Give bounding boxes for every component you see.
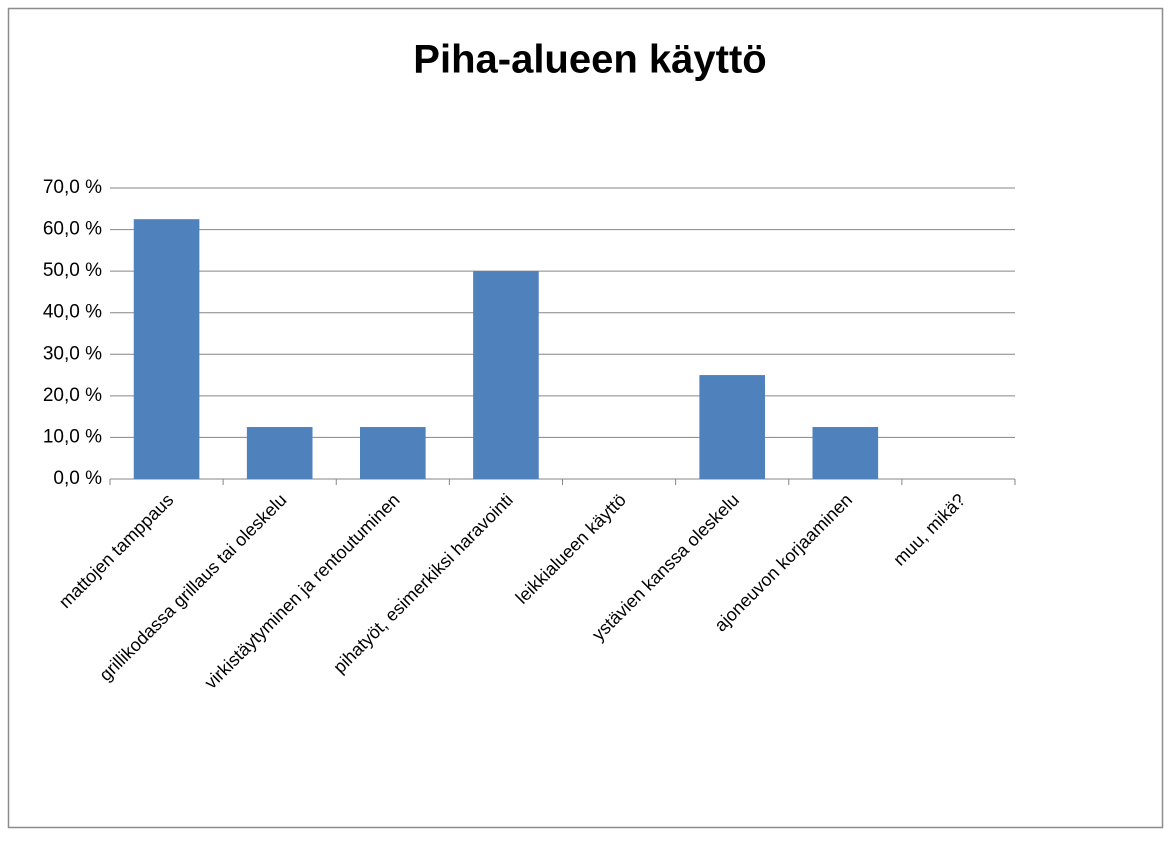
y-tick-label: 50,0 % [43,260,102,281]
chart-title: Piha-alueen käyttö [413,38,766,82]
bar [246,427,313,479]
y-tick-label: 0,0 % [53,468,102,489]
y-tick-label: 60,0 % [43,219,102,240]
y-tick-label: 30,0 % [43,343,102,364]
y-tick-label: 10,0 % [43,426,102,447]
bar [473,271,539,479]
bar [133,219,200,479]
bar [360,427,426,479]
y-tick-label: 20,0 % [43,385,102,406]
bar [812,427,879,479]
y-tick-label: 70,0 % [43,177,102,198]
y-tick-label: 40,0 % [43,302,102,323]
bar [699,375,765,479]
chart-border [7,7,1164,829]
